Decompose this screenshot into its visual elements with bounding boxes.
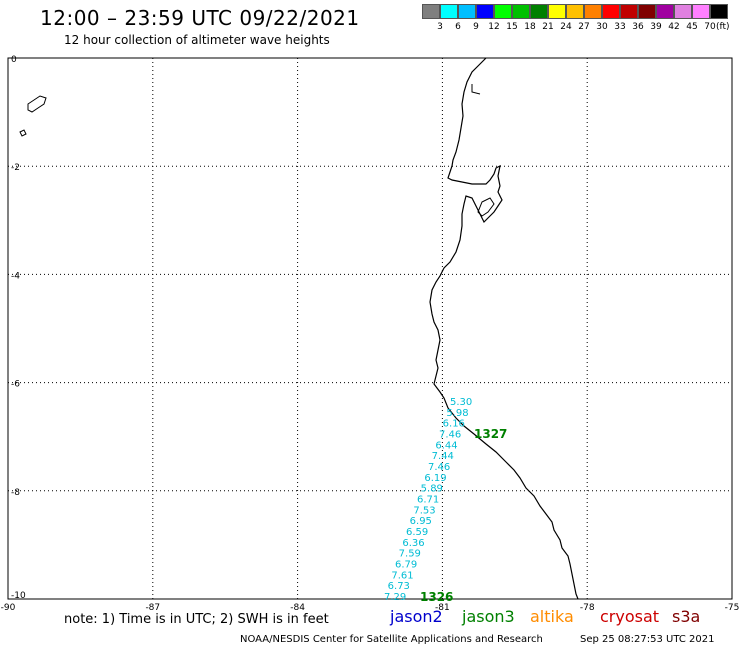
color-scale-label: 12 — [488, 22, 500, 32]
island-puna — [477, 197, 495, 217]
wave-height-value: 6.71 — [417, 495, 439, 506]
wave-height-value: 7.46 — [439, 430, 461, 441]
color-swatch — [530, 4, 548, 19]
color-swatch — [422, 4, 440, 19]
color-scale-label: 9 — [473, 22, 479, 32]
wave-height-value: 5.30 — [450, 397, 472, 408]
color-scale-label: 33 — [614, 22, 626, 32]
color-scale-label: 6 — [455, 22, 461, 32]
track-id-label: 1327 — [474, 427, 507, 441]
color-scale-label: 15 — [506, 22, 518, 32]
longitude-tick-label: -78 — [580, 603, 595, 613]
color-scale-label: 42 — [668, 22, 680, 32]
island-galapagos-large — [27, 95, 47, 113]
wave-height-value: 6.95 — [410, 516, 432, 527]
coast-inlet-notch — [471, 84, 481, 95]
color-swatch — [638, 4, 656, 19]
wave-height-value: 7.53 — [413, 505, 435, 516]
color-scale-label: 24 — [560, 22, 572, 32]
track-id-label: 1326 — [420, 590, 453, 604]
longitude-tick-label: -75 — [725, 603, 740, 613]
wave-height-value: 6.36 — [402, 538, 424, 549]
map-grid — [8, 58, 732, 599]
color-swatch — [692, 4, 710, 19]
coastline — [19, 57, 579, 600]
color-swatch — [476, 4, 494, 19]
satellite-legend-cryosat: cryosat — [600, 607, 660, 626]
wave-height-value: 6.44 — [435, 440, 457, 451]
longitude-tick-label: -81 — [435, 603, 450, 613]
wave-height-value: 7.46 — [428, 462, 450, 473]
wave-height-value: 6.79 — [395, 560, 417, 571]
color-swatch — [602, 4, 620, 19]
longitude-tick-label: -84 — [290, 603, 305, 613]
longitude-tick-label: -90 — [1, 603, 16, 613]
color-scale-label: 36 — [632, 22, 644, 32]
color-swatch — [674, 4, 692, 19]
color-scale-label: 30 — [596, 22, 608, 32]
color-scale-label: 3 — [437, 22, 443, 32]
wave-height-value: 7.61 — [391, 570, 413, 581]
coastline-main — [429, 57, 579, 600]
color-swatch — [656, 4, 674, 19]
wave-height-value: 7.29 — [384, 592, 406, 603]
color-scale-label: 39 — [650, 22, 662, 32]
latitude-tick-label: -4 — [11, 271, 20, 281]
latitude-tick-label: -10 — [11, 591, 26, 601]
map-frame — [7, 57, 733, 600]
page-title: 12:00 – 23:59 UTC 09/22/2021 — [40, 6, 360, 30]
satellite-legend-jason3: jason3 — [462, 607, 515, 626]
latitude-tick-label: 0 — [11, 55, 17, 65]
axis-labels: -90 -87 -84 -81 -78 -75 0 -2 -4 -6 -8 -10 — [1, 55, 740, 613]
color-scale-label: 27 — [578, 22, 590, 32]
color-scale-label: 21 — [542, 22, 554, 32]
credit-text: NOAA/NESDIS Center for Satellite Applica… — [240, 634, 543, 645]
color-swatch — [620, 4, 638, 19]
color-scale-unit: (ft) — [716, 22, 730, 32]
latitude-tick-label: -2 — [11, 163, 20, 173]
wave-height-value: 7.44 — [432, 451, 454, 462]
color-scale-label: 45 — [686, 22, 698, 32]
wave-height-value: 6.59 — [406, 527, 428, 538]
island-galapagos-small — [19, 129, 27, 137]
color-swatch — [494, 4, 512, 19]
satellite-legend-jason2: jason2 — [390, 607, 443, 626]
wave-height-value: 6.16 — [443, 419, 465, 430]
color-swatch — [512, 4, 530, 19]
footer-note: note: 1) Time is in UTC; 2) SWH is in fe… — [64, 612, 329, 627]
color-scale-bar — [422, 4, 728, 19]
color-scale-label: 18 — [524, 22, 536, 32]
page-subtitle: 12 hour collection of altimeter wave hei… — [64, 33, 330, 47]
altimeter-track: 5.305.986.167.466.447.447.466.195.896.71… — [384, 397, 507, 604]
color-swatch — [710, 4, 728, 19]
satellite-legend-s3a: s3a — [672, 607, 701, 626]
longitude-tick-label: -87 — [145, 603, 160, 613]
color-swatch — [440, 4, 458, 19]
wave-height-value: 6.19 — [424, 473, 446, 484]
wave-height-value: 6.73 — [388, 581, 410, 592]
latitude-tick-label: -6 — [11, 380, 20, 390]
wave-height-value: 5.98 — [446, 408, 468, 419]
color-swatch — [566, 4, 584, 19]
color-scale-label: 70 — [704, 22, 716, 32]
color-swatch — [458, 4, 476, 19]
satellite-legend-altika: altika — [530, 607, 574, 626]
generated-timestamp: Sep 25 08:27:53 UTC 2021 — [580, 634, 715, 645]
wave-height-value: 7.59 — [399, 549, 421, 560]
wave-height-value: 5.89 — [421, 484, 443, 495]
color-swatch — [548, 4, 566, 19]
color-swatch — [584, 4, 602, 19]
latitude-tick-label: -8 — [11, 488, 20, 498]
